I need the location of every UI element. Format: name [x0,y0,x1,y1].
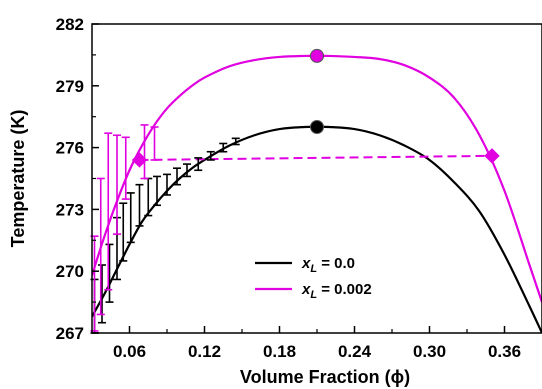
y-tick-label: 282 [56,15,84,34]
legend: xL = 0.0 xL = 0.002 [255,255,372,301]
error-bar-magenta [104,132,113,291]
y-tick-label: 276 [56,139,84,158]
error-bar-black [194,157,203,172]
x-tick-label: 0.30 [413,342,446,361]
dashed-line-magenta [139,154,493,161]
legend-label-black: xL = 0.0 [301,255,355,275]
error-bar-black [231,137,240,146]
y-tick-label: 273 [56,200,84,219]
error-bar-black [98,264,106,324]
error-bar-black [126,192,135,244]
error-bar-black [173,167,181,186]
error-bar-black [206,150,215,161]
curve-black [92,125,542,333]
x-axis-ticks: 0.06 0.12 0.18 0.24 0.30 0.36 [113,326,521,361]
error-bar-black [219,142,228,153]
critical-point-black [310,120,324,134]
error-bar-black [105,243,114,303]
y-tick-label: 270 [56,262,84,281]
curve-magenta [92,54,542,303]
markers [131,48,500,168]
x-tick-label: 0.18 [263,342,296,361]
error-bar-black [183,163,191,178]
diamond-marker-magenta [484,148,500,164]
error-bar-black [119,202,128,262]
error-bar-magenta [140,124,149,180]
error-bar-magenta [150,126,159,161]
error-bar-magenta [113,134,121,235]
error-bar-magenta [96,177,105,316]
x-tick-label: 0.12 [188,342,221,361]
y-axis-ticks: 267 270 273 276 279 282 [56,15,99,343]
y-tick-label: 279 [56,77,84,96]
diamond-marker-magenta [131,152,148,168]
error-bar-black [153,175,161,207]
y-axis-title: Temperature (K) [8,110,28,248]
y-tick-label: 267 [56,324,84,343]
x-axis-title: Volume Fraction (ϕ) [240,367,410,387]
error-bar-black [163,173,171,196]
critical-point-magenta [310,48,324,63]
x-tick-label: 0.24 [338,342,372,361]
x-tick-label: 0.36 [488,342,521,361]
legend-label-magenta: xL = 0.002 [301,281,372,301]
error-bars [90,124,240,334]
error-bar-black [135,183,144,227]
error-bar-magenta [121,136,130,200]
x-tick-label: 0.06 [113,342,146,361]
